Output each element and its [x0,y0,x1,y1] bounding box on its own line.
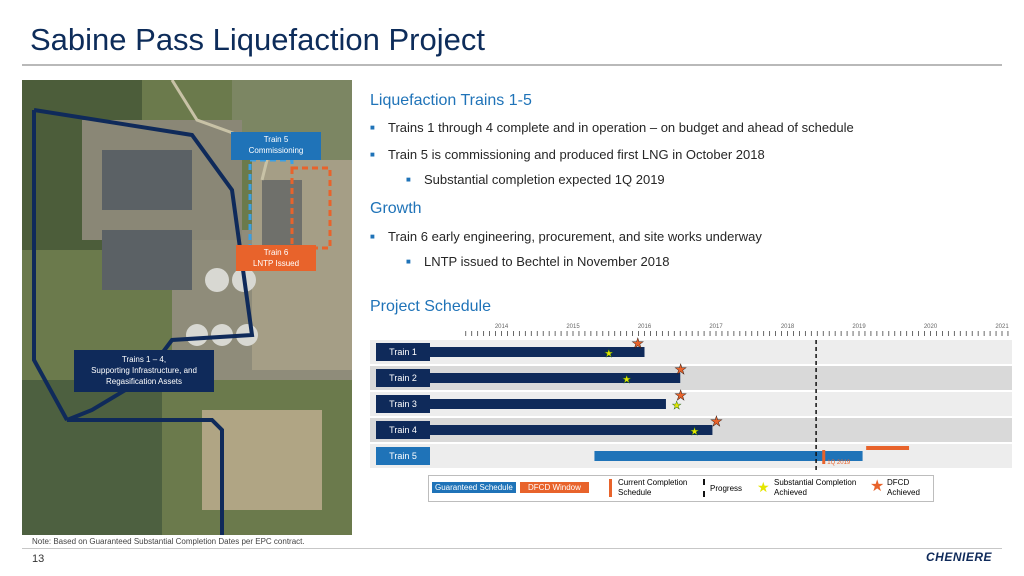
footer-divider [22,548,1002,549]
substantial-star-icon: ★ [690,426,700,438]
train6-callout-text: Train 6 LNTP Issued [252,248,300,268]
year-label-2017: 2017 [709,324,723,330]
aerial-photo: Train 5 Commissioning Train 6 LNTP Issue… [22,80,352,535]
train5-callout-text: Train 5 Commissioning [248,135,304,155]
current-completion-marker [822,450,826,464]
legend-green-star-icon: ★ [757,479,770,495]
year-label-2019: 2019 [852,324,866,330]
row-label-bg [376,447,430,465]
bullet-marker-icon: ■ [406,175,411,184]
legend-substantial: Substantial Completion Achieved [774,478,857,497]
legend-current-completion: Current Completion Schedule [618,478,688,497]
legend-dfcd: DFCD Achieved [887,478,920,497]
row-label-bg [376,395,430,413]
guaranteed-bar-2 [430,373,681,383]
heading-growth: Growth [370,200,422,217]
dfcd-star-icon: ★ [674,387,687,403]
guaranteed-bar-5 [594,451,863,461]
trains14-callout: Trains 1 – 4, Supporting Infrastructure,… [74,350,214,392]
page-number: 13 [32,553,45,565]
footnote: Note: Based on Guaranteed Substantial Co… [32,537,305,546]
row-label-1: Train 1 [389,347,417,357]
year-label-2014: 2014 [495,324,509,330]
legend-progress-marker [703,479,705,497]
year-label-2021: 2021 [995,324,1009,330]
trains14-callout-text: Trains 1 – 4, Supporting Infrastructure,… [91,355,197,386]
subbullet-lntp: ■ LNTP issued to Bechtel in November 201… [406,254,670,269]
subbullet-lntp-text: LNTP issued to Bechtel in November 2018 [424,254,670,269]
subbullet-substantial-completion: ■ Substantial completion expected 1Q 201… [406,172,665,187]
completion-marker-label: 1Q 2019 [827,460,851,466]
bullet-train5-commissioning: ■ Train 5 is commissioning and produced … [370,147,765,162]
train5-callout: Train 5 Commissioning [231,132,321,160]
page-title: Sabine Pass Liquefaction Project [30,22,485,57]
bullet-marker-icon: ■ [370,123,375,132]
row-label-5: Train 5 [389,451,417,461]
legend-guaranteed: Guaranteed Schedule [432,482,516,493]
bullet-trains-complete: ■ Trains 1 through 4 complete and in ope… [370,120,854,135]
train6-callout: Train 6 LNTP Issued [236,245,316,271]
heading-liquefaction-trains: Liquefaction Trains 1-5 [370,92,532,109]
substantial-star-icon: ★ [672,400,682,412]
bullet-train6-text: Train 6 early engineering, procurement, … [388,229,762,244]
title-divider [22,64,1002,66]
dfcd-star-icon: ★ [710,413,723,429]
dfcd-star-icon: ★ [631,335,644,351]
dfcd-window-bar [866,446,910,450]
year-label-2016: 2016 [638,324,652,330]
bullet-marker-icon: ■ [370,150,375,159]
bullet-marker-icon: ■ [370,232,375,241]
row-label-bg [376,421,430,439]
guaranteed-bar-4 [430,425,713,435]
subbullet-substantial-completion-text: Substantial completion expected 1Q 2019 [424,172,665,187]
heading-project-schedule: Project Schedule [370,298,491,315]
row-label-2: Train 2 [389,373,417,383]
legend-current-completion-marker [609,479,612,497]
guaranteed-bar-1 [430,347,645,357]
row-label-bg [376,343,430,361]
legend-progress: Progress [710,484,743,493]
row-label-3: Train 3 [389,399,417,409]
legend-red-star-icon: ★ [870,478,885,495]
schedule-legend: Guaranteed Schedule DFCD Window Current … [428,475,934,502]
row-label-4: Train 4 [389,425,417,435]
substantial-star-icon: ★ [604,348,614,360]
bullet-trains-complete-text: Trains 1 through 4 complete and in opera… [388,120,854,135]
bullet-train6: ■ Train 6 early engineering, procurement… [370,229,762,244]
guaranteed-bar-3 [430,399,666,409]
schedule-svg: 2014 2015 2016 2017 2018 2019 2020 2021 Train 1 ★… [370,324,1012,472]
year-label-2015: 2015 [566,324,580,330]
cheniere-logo: CHENIERE [926,550,993,564]
bullet-marker-icon: ■ [406,257,411,266]
year-label-2018: 2018 [781,324,795,330]
project-schedule-chart: 2014 2015 2016 2017 2018 2019 2020 2021 Train 1 ★… [370,322,1012,502]
bullet-train5-commissioning-text: Train 5 is commissioning and produced fi… [388,147,765,162]
legend-dfcd-window: DFCD Window [520,482,589,493]
dfcd-star-icon: ★ [674,361,687,377]
year-label-2020: 2020 [924,324,938,330]
substantial-star-icon: ★ [622,374,632,386]
row-label-bg [376,369,430,387]
